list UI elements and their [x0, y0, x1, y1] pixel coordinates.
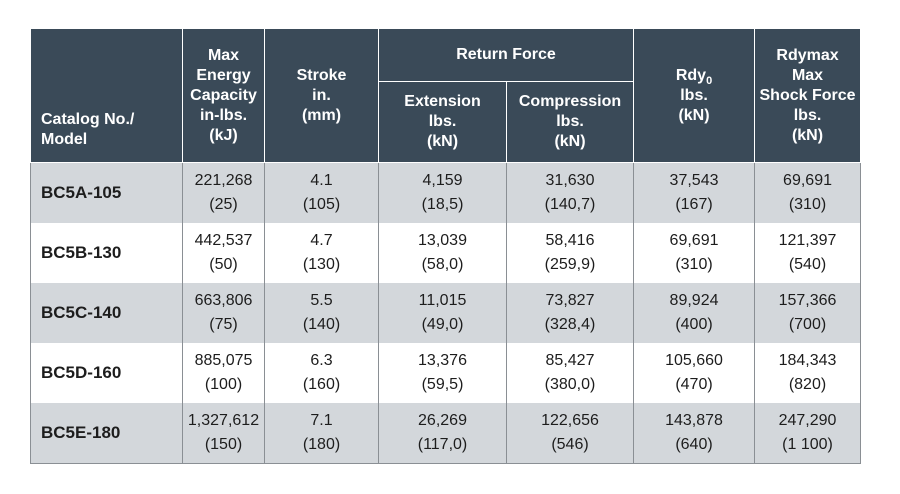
rdymax-cell: 157,366 (700) — [754, 283, 862, 343]
table-row: BC5B-130 442,537 (50) 4.7 (130) 13,039 (58,… — [30, 223, 862, 283]
stroke-cell: 7.1 (180) — [264, 403, 379, 464]
compression-cell: 73,827 (328,4) — [505, 283, 635, 343]
rdy0-cell: 69,691 (310) — [633, 223, 756, 283]
table-row: BC5E-180 1,327,612 (150) 7.1 (180) 26,269(… — [30, 403, 862, 464]
header-model: Catalog No./Model — [30, 28, 183, 163]
energy-cell: 221,268 (25) — [182, 162, 265, 223]
compression-cell: 122,656 (546) — [505, 403, 635, 464]
table-row: BC5D-160 885,075 (100) 6.3 (160) 13,376 (59… — [30, 343, 862, 403]
energy-cell: 1,327,612 (150) — [182, 403, 265, 464]
extension-cell: 13,376 (59,5) — [378, 343, 507, 403]
model-cell: BC5E-180 — [30, 403, 183, 464]
compression-cell: 31,630 (140,7) — [505, 162, 635, 223]
stroke-cell: 4.7 (130) — [264, 223, 379, 283]
header-return-force: Return Force — [377, 28, 635, 82]
header-rdymax: Rdymax Max Shock Force lbs. (kN) — [754, 28, 862, 163]
table-header: Catalog No./Model Max Energy Capacity in-lb… — [30, 28, 862, 163]
table-row: BC5A-105 221,268 (25) 4.1 (105) 4,159 (18,5… — [30, 162, 862, 223]
rdy0-cell: 105,660 (470) — [633, 343, 756, 403]
extension-cell: 11,015 (49,0) — [378, 283, 507, 343]
header-energy: Max Energy Capacity in-lbs. (kJ) — [182, 28, 265, 163]
compression-cell: 85,427 (380,0) — [505, 343, 635, 403]
spec-table: Catalog No./Model Max Energy Capacity in-lb… — [30, 28, 862, 464]
rdymax-cell: 121,397 (540) — [754, 223, 862, 283]
rdy0-cell: 37,543 (167) — [633, 162, 756, 223]
stroke-cell: 5.5 (140) — [264, 283, 379, 343]
stroke-cell: 6.3 (160) — [264, 343, 379, 403]
extension-cell: 4,159 (18,5) — [378, 162, 507, 223]
model-cell: BC5A-105 — [30, 162, 183, 223]
header-rdy0: Rdy0 lbs. (kN) — [633, 28, 756, 163]
table-body: BC5A-105 221,268 (25) 4.1 (105) 4,159 (18,5… — [30, 162, 862, 464]
table-row: BC5C-140 663,806 (75) 5.5 (140) 11,015 (49,… — [30, 283, 862, 343]
energy-cell: 885,075 (100) — [182, 343, 265, 403]
rdymax-cell: 69,691 (310) — [754, 162, 862, 223]
spec-table-container: Catalog No./Model Max Energy Capacity in-lb… — [30, 28, 862, 464]
extension-cell: 26,269 (117,0) — [378, 403, 507, 464]
header-stroke: Stroke in. (mm) — [264, 28, 379, 163]
energy-cell: 442,537 (50) — [182, 223, 265, 283]
header-extension: Extension lbs. (kN) — [378, 81, 507, 163]
stroke-cell: 4.1 (105) — [264, 162, 379, 223]
rdy0-cell: 89,924 (400) — [633, 283, 756, 343]
rdymax-cell: 247,290 (1 100) — [754, 403, 862, 464]
model-cell: BC5D-160 — [30, 343, 183, 403]
rdymax-cell: 184,343 (820) — [754, 343, 862, 403]
compression-cell: 58,416 (259,9) — [505, 223, 635, 283]
energy-cell: 663,806 (75) — [182, 283, 265, 343]
header-compression: Compression lbs. (kN) — [505, 81, 635, 163]
model-cell: BC5C-140 — [30, 283, 183, 343]
model-cell: BC5B-130 — [30, 223, 183, 283]
rdy0-cell: 143,878 (640) — [633, 403, 756, 464]
extension-cell: 13,039 (58,0) — [378, 223, 507, 283]
